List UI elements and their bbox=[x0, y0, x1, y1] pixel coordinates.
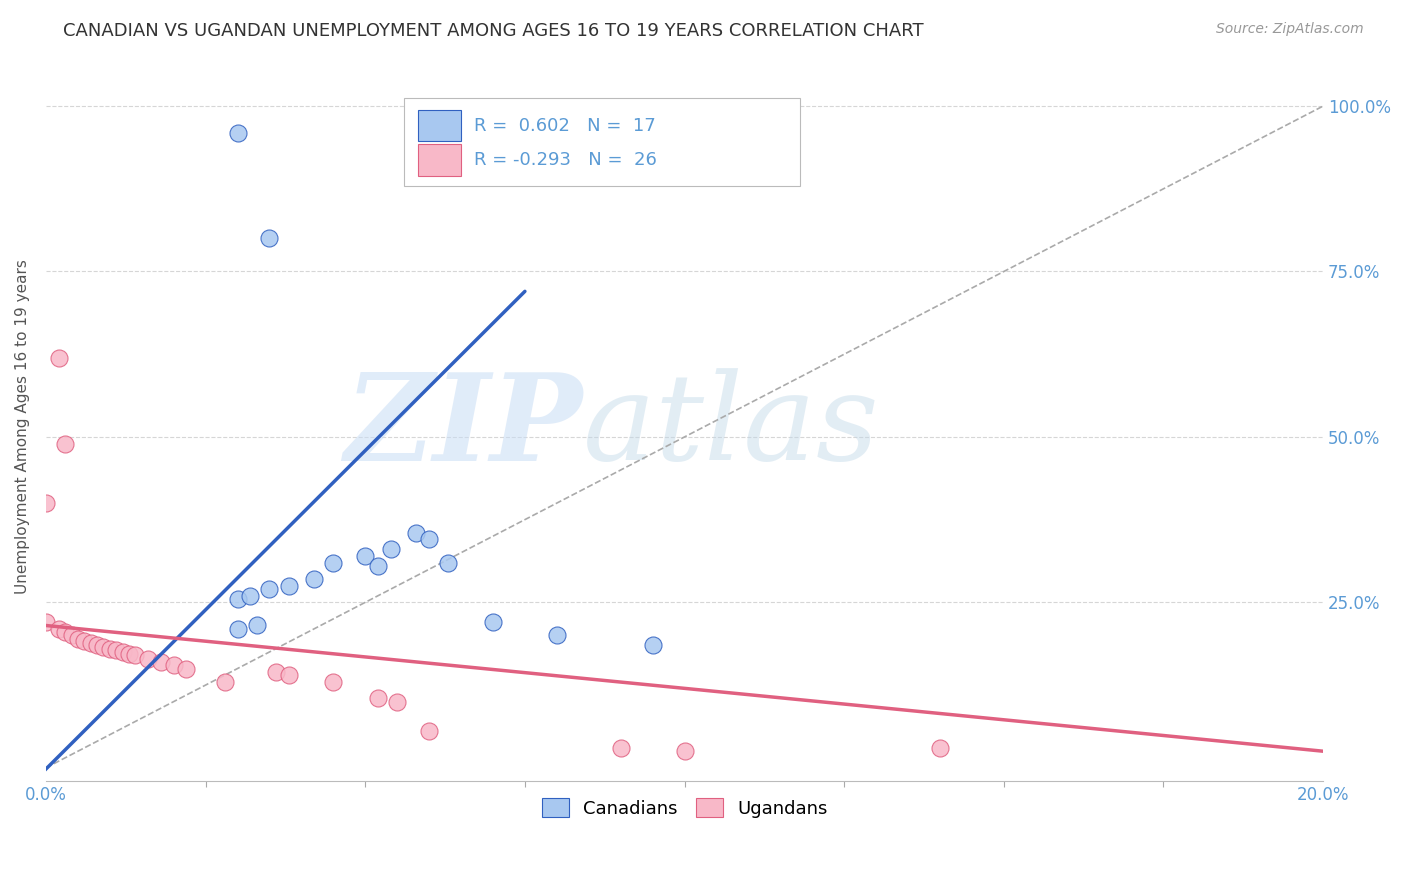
Text: Source: ZipAtlas.com: Source: ZipAtlas.com bbox=[1216, 22, 1364, 37]
Text: R = -0.293   N =  26: R = -0.293 N = 26 bbox=[474, 151, 657, 169]
Point bbox=[673, 744, 696, 758]
Point bbox=[60, 628, 83, 642]
Point bbox=[385, 695, 408, 709]
Text: R =  0.602   N =  17: R = 0.602 N = 17 bbox=[474, 117, 655, 135]
Y-axis label: Unemployment Among Ages 16 to 19 years: Unemployment Among Ages 16 to 19 years bbox=[15, 260, 30, 594]
Point bbox=[367, 558, 389, 573]
Point bbox=[277, 579, 299, 593]
Point bbox=[246, 618, 269, 632]
Point bbox=[79, 636, 101, 650]
Point bbox=[226, 592, 249, 607]
Point bbox=[302, 572, 325, 586]
Point bbox=[86, 638, 108, 652]
Text: atlas: atlas bbox=[582, 368, 879, 485]
Point bbox=[163, 658, 186, 673]
Point bbox=[437, 556, 460, 570]
Point bbox=[354, 549, 377, 563]
Point bbox=[124, 648, 146, 663]
Point bbox=[322, 674, 344, 689]
Point bbox=[66, 632, 89, 646]
Point bbox=[149, 655, 172, 669]
Point bbox=[35, 496, 58, 510]
Point bbox=[98, 641, 121, 656]
Point bbox=[641, 638, 664, 652]
Point bbox=[418, 533, 440, 547]
Point bbox=[48, 622, 70, 636]
Point bbox=[264, 665, 287, 679]
FancyBboxPatch shape bbox=[404, 98, 800, 186]
Point bbox=[418, 724, 440, 739]
Point bbox=[405, 525, 427, 540]
Point bbox=[93, 640, 115, 655]
FancyBboxPatch shape bbox=[418, 110, 461, 141]
Point bbox=[53, 436, 76, 450]
Point bbox=[176, 661, 198, 675]
Text: ZIP: ZIP bbox=[344, 368, 582, 486]
Point bbox=[35, 615, 58, 630]
Point bbox=[277, 668, 299, 682]
Point bbox=[929, 740, 952, 755]
Point bbox=[226, 126, 249, 140]
Point bbox=[226, 622, 249, 636]
Point bbox=[482, 615, 505, 630]
Point bbox=[105, 643, 128, 657]
Point bbox=[53, 625, 76, 640]
Point bbox=[118, 647, 141, 661]
Point bbox=[214, 674, 236, 689]
Point bbox=[239, 589, 262, 603]
Point bbox=[136, 651, 159, 665]
Point bbox=[73, 633, 96, 648]
Point bbox=[380, 542, 402, 557]
Point bbox=[48, 351, 70, 365]
FancyBboxPatch shape bbox=[418, 145, 461, 176]
Point bbox=[111, 645, 134, 659]
Point bbox=[609, 740, 631, 755]
Point bbox=[322, 556, 344, 570]
Point bbox=[259, 582, 281, 596]
Legend: Canadians, Ugandans: Canadians, Ugandans bbox=[534, 791, 835, 825]
Point bbox=[546, 628, 568, 642]
Point bbox=[259, 231, 281, 245]
Point bbox=[367, 691, 389, 706]
Text: CANADIAN VS UGANDAN UNEMPLOYMENT AMONG AGES 16 TO 19 YEARS CORRELATION CHART: CANADIAN VS UGANDAN UNEMPLOYMENT AMONG A… bbox=[63, 22, 924, 40]
